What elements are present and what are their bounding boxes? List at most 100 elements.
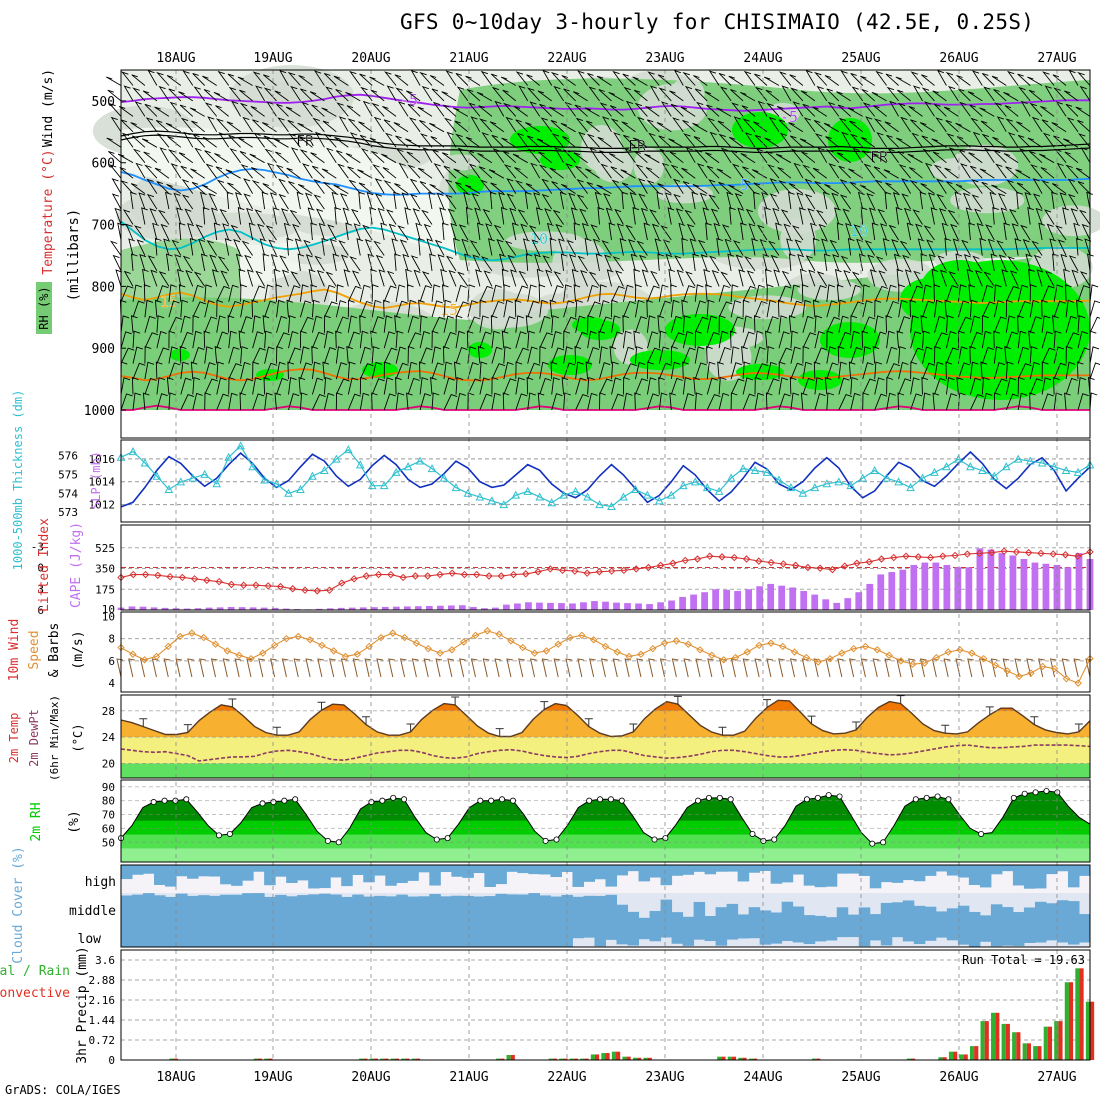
wind-barb (482, 208, 493, 225)
wind-barb (730, 392, 738, 411)
wind-barb (163, 658, 171, 678)
cloud-high-bar (242, 865, 254, 881)
wind-barb (180, 377, 192, 395)
wind-barb (1065, 315, 1077, 333)
wind-barb (530, 162, 541, 179)
precip-tick-label: 1.44 (89, 1014, 116, 1027)
wind-barb (842, 208, 852, 225)
precip-legend-conv: Convective (0, 986, 70, 1001)
wind-barb (922, 284, 932, 302)
wind-barb (639, 254, 648, 272)
wind-barb (931, 138, 947, 148)
cape-bar (701, 592, 708, 610)
wind-barb (184, 208, 194, 225)
wind-barb (313, 194, 325, 210)
wind-barb (566, 239, 576, 256)
wind-barb (599, 392, 606, 411)
wind-barb (156, 377, 166, 395)
cape-bar (888, 572, 896, 610)
wind-barb (525, 315, 533, 333)
wind-barb (778, 331, 790, 349)
wind-barb (1077, 377, 1087, 395)
wind-barb (887, 148, 899, 163)
wind-barb (622, 376, 630, 395)
slp-line (120, 450, 1091, 508)
wind-barb (323, 133, 337, 148)
cloud-mid-bar (671, 912, 684, 944)
wind-barb (838, 377, 850, 395)
date-axes: 18AUG18AUG19AUG19AUG20AUG20AUG21AUG21AUG… (120, 51, 1091, 1085)
wind-barb (874, 331, 887, 349)
wind-barb (802, 332, 817, 349)
wind-barb (231, 100, 241, 117)
wind-barb (706, 331, 720, 349)
wind-barb (559, 191, 567, 210)
wind-barb (945, 347, 959, 364)
wind-barb (130, 183, 146, 194)
wind-barb (239, 392, 247, 411)
wind-barb (326, 147, 337, 163)
top-date-label: 22AUG (547, 51, 586, 66)
wind-barb (395, 362, 409, 380)
wind-barb (650, 270, 660, 287)
wind-barb (130, 191, 137, 210)
li-point (963, 550, 972, 558)
wind-barb (1055, 225, 1067, 241)
wind-barb (1041, 331, 1053, 349)
wind-barb (233, 239, 242, 256)
wind-barb (902, 254, 912, 272)
wind-barb (144, 164, 158, 179)
wind-barb (669, 392, 676, 411)
wind-barb (526, 87, 541, 102)
wind-barb (132, 346, 143, 364)
wind-barb (606, 269, 614, 287)
wind-barb (194, 147, 206, 163)
wind-barb (899, 240, 911, 256)
wind-barb (371, 284, 379, 302)
wind-point (589, 636, 598, 644)
wind-barb (945, 377, 955, 395)
wind-barb (718, 72, 732, 86)
wind-barb (512, 153, 528, 164)
rh-point (978, 830, 985, 837)
wind-barb (921, 74, 935, 86)
wind-barb (1029, 392, 1036, 411)
wind-barb (869, 269, 877, 287)
wind-barb (1065, 164, 1079, 179)
cloud-mid-bar (341, 896, 353, 947)
wind-barb (347, 285, 362, 302)
wind-barb (289, 209, 301, 225)
wind-barb (850, 392, 861, 411)
wind-barb (884, 658, 892, 678)
li-point (460, 570, 469, 579)
cloud-high-bar (440, 865, 452, 873)
wind-barb (189, 107, 205, 117)
cape-bar (337, 607, 345, 610)
wind-barb (622, 73, 636, 86)
wind-barb (909, 299, 917, 318)
thickness-tick-label: 573 (58, 506, 78, 519)
wind-barb (825, 658, 833, 678)
wind-barb (1053, 284, 1064, 302)
wind-barb (310, 152, 325, 164)
wind-barb (801, 151, 816, 164)
cloud-high-bar (198, 865, 210, 877)
y-tick-label: 1000 (84, 404, 115, 419)
wind-barb (838, 331, 852, 349)
y-tick-label: 700 (92, 219, 115, 234)
cape-bar (558, 603, 565, 610)
wind-barb (542, 255, 553, 272)
wind-barb (201, 184, 217, 194)
wind-barb (561, 376, 569, 395)
li-point (252, 581, 260, 589)
wind-barb (668, 268, 676, 287)
wind-barb (993, 362, 1006, 380)
cloud-high-bar (517, 865, 529, 874)
wind-barb (492, 148, 505, 163)
wind-barb (419, 393, 431, 411)
wind-barb (648, 658, 655, 678)
wind-barb (522, 238, 530, 256)
wind-barb (632, 76, 648, 86)
wind-barb (142, 90, 158, 102)
wind-barb (347, 118, 361, 133)
